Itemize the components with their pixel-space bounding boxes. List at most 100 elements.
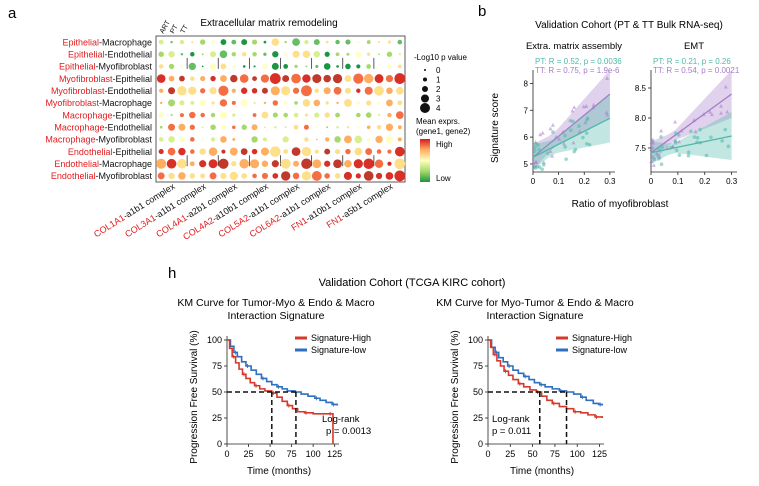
pt-point: [581, 135, 585, 140]
pt-point: [720, 139, 724, 143]
km-curve-high: [488, 339, 604, 418]
pt-point: [585, 118, 589, 122]
pt-point: [652, 157, 657, 162]
x-tick-label: 0: [649, 177, 654, 186]
dot-mark: [209, 87, 217, 95]
dot-mark: [378, 65, 380, 68]
dot-mark: [333, 86, 342, 95]
dot-mark: [220, 75, 227, 82]
dot-mark: [315, 64, 319, 68]
dot-mark: [158, 149, 164, 155]
tt-point: [723, 84, 728, 89]
pt-point: [563, 145, 567, 149]
dot-mark: [179, 75, 185, 82]
km-xlabel: Time (months): [510, 466, 574, 477]
dot-mark: [168, 51, 175, 58]
dot-mark: [168, 75, 175, 82]
tt-point: [570, 108, 575, 113]
dot-mark: [387, 112, 392, 118]
row-label: Macrophage-Endothelial: [54, 122, 152, 132]
km-legend-low: Signature-low: [311, 345, 367, 355]
dot-mark: [387, 64, 392, 69]
dot-mark: [385, 74, 394, 83]
dot-mark: [397, 125, 402, 130]
panel-h-title: Validation Cohort (TCGA KIRC cohort): [319, 277, 506, 289]
dot-mark: [345, 148, 351, 155]
dot-mark: [243, 114, 246, 117]
dot-mark: [231, 39, 237, 45]
pvalue-legend-dot: [420, 103, 430, 113]
pt-point: [660, 145, 664, 149]
km-y-tick-label: 0: [217, 439, 222, 449]
dot-mark: [284, 52, 288, 56]
dot-mark: [343, 171, 352, 180]
dot-mark: [231, 52, 237, 57]
tt-point: [531, 160, 536, 165]
dot-mark: [232, 113, 236, 117]
tt-point: [649, 159, 654, 163]
dot-mark: [353, 73, 364, 84]
dot-mark: [220, 39, 227, 45]
dot-mark: [159, 125, 163, 129]
km-y-tick-label: 50: [473, 387, 483, 397]
x-tick-label: 0.3: [604, 177, 616, 186]
dot-mark: [363, 171, 374, 181]
dot-mark: [271, 62, 279, 70]
dot-mark: [272, 112, 278, 118]
dot-mark: [293, 124, 299, 130]
dot-mark: [189, 124, 195, 130]
pt-point: [698, 127, 702, 132]
pt-point: [573, 147, 578, 152]
panel-b-title: Validation Cohort (PT & TT Bulk RNA-seq): [535, 20, 723, 31]
panel-a-title: Extracellular matrix remodeling: [200, 18, 337, 29]
dot-mark: [374, 85, 384, 96]
dot-mark: [253, 101, 256, 104]
pt-stat: PT: R = 0.52, p = 0.0036: [535, 57, 622, 66]
pt-point: [677, 153, 682, 157]
dot-mark: [261, 160, 269, 167]
row-label: Myofibroblast-Macrophage: [45, 98, 152, 108]
dot-mark: [263, 101, 267, 105]
pt-stat: PT: R = 0.21, p = 0.26: [653, 57, 731, 66]
pvalue-legend-label: 4: [436, 104, 441, 113]
row-labels: Epithelial-Macrophage Epithelial-Endothel…: [45, 37, 152, 181]
dot-mark: [199, 99, 206, 107]
dot-mark: [168, 87, 176, 95]
dot-mark: [366, 100, 372, 106]
dot-mark: [167, 147, 176, 156]
km-title-1: KM Curve for Myo-Tumor & Endo & Macro: [436, 297, 634, 309]
dot-mark: [239, 74, 249, 83]
dot-mark: [347, 114, 349, 116]
y-tick-label: 6: [524, 133, 529, 142]
tt-point: [677, 139, 682, 144]
dot-mark: [189, 173, 196, 179]
dot-mark: [188, 62, 196, 71]
dot-mark: [158, 51, 164, 57]
dot-mark: [323, 74, 331, 83]
pt-point: [536, 143, 540, 147]
pt-point: [584, 141, 589, 146]
dot-mark: [284, 101, 288, 105]
color-legend-title-2: (gene1, gene2): [416, 127, 471, 136]
tt-stat: TT: R = 0.54, p = 0.0021: [653, 66, 740, 75]
dot-mark: [179, 113, 184, 118]
dot-mark: [324, 148, 331, 155]
dot-mark: [345, 63, 351, 70]
dot-mark: [374, 159, 384, 168]
dot-mark: [243, 138, 246, 141]
dot-mark: [323, 63, 331, 70]
dot-mark: [356, 64, 361, 69]
tt-point: [654, 151, 659, 156]
km-legend-high: Signature-High: [572, 333, 632, 343]
dot-mark: [168, 123, 176, 131]
dot-mark: [353, 159, 363, 169]
dot-mark: [292, 172, 300, 180]
dot-mark: [333, 159, 342, 169]
dot-mark: [325, 40, 329, 44]
x-tick-label: 0: [531, 177, 536, 186]
dot-mark: [335, 39, 340, 45]
dot-mark: [302, 50, 311, 59]
x-tick-label: 0.2: [699, 177, 711, 186]
dot-mark: [365, 112, 372, 118]
